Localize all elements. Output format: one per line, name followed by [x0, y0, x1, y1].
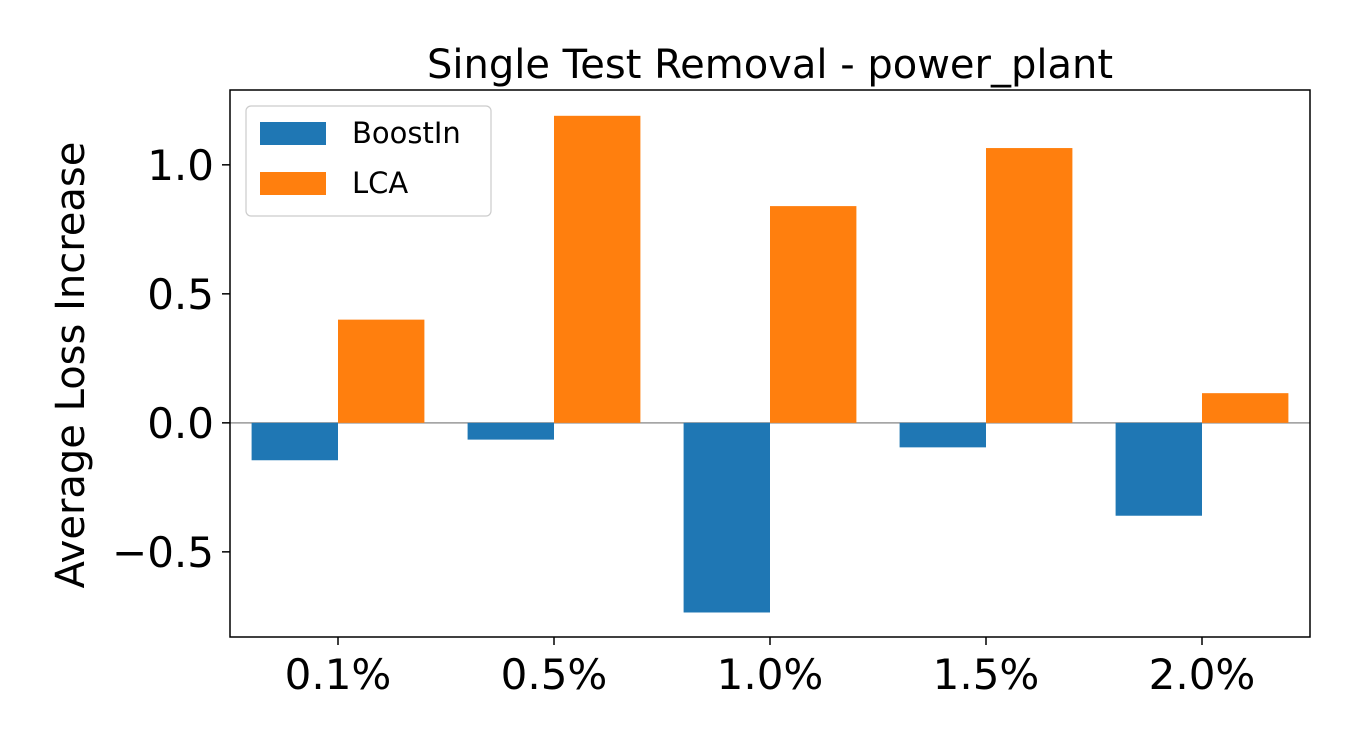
bar-lca-1: [554, 115, 641, 423]
bar-lca-2: [770, 206, 857, 423]
bar-lca-3: [986, 148, 1073, 423]
x-ticks-layer: 0.1% 0.5% 1.0% 1.5% 2.0%: [285, 637, 1256, 699]
y-tick-label: 0.0: [147, 399, 214, 448]
legend-label-lca: LCA: [352, 166, 408, 200]
y-tick-label: −0.5: [112, 528, 214, 577]
legend-swatch-lca: [260, 172, 326, 195]
bar-boostin-0: [251, 422, 338, 461]
y-tick-label: 0.5: [147, 270, 214, 319]
x-tick-label: 2.0%: [1149, 650, 1256, 699]
bar-boostin-2: [683, 422, 770, 613]
bars-layer: [251, 115, 1289, 613]
bar-lca-0: [338, 319, 425, 423]
bar-boostin-1: [467, 422, 554, 440]
chart-title: Single Test Removal - power_plant: [427, 42, 1113, 88]
x-tick-label: 1.0%: [717, 650, 824, 699]
bar-lca-4: [1202, 393, 1289, 423]
y-ticks-layer: −0.5 0.0 0.5 1.0: [112, 141, 230, 577]
x-tick-label: 0.5%: [501, 650, 608, 699]
bar-boostin-4: [1115, 422, 1202, 516]
x-tick-label: 0.1%: [285, 650, 392, 699]
legend-swatch-boostin: [260, 122, 326, 145]
legend: BoostIn LCA: [245, 105, 492, 217]
y-axis-label: Average Loss Increase: [48, 142, 94, 589]
legend-label-boostin: BoostIn: [352, 116, 461, 150]
x-tick-label: 1.5%: [933, 650, 1040, 699]
bar-boostin-3: [899, 422, 986, 448]
y-tick-label: 1.0: [147, 141, 214, 190]
